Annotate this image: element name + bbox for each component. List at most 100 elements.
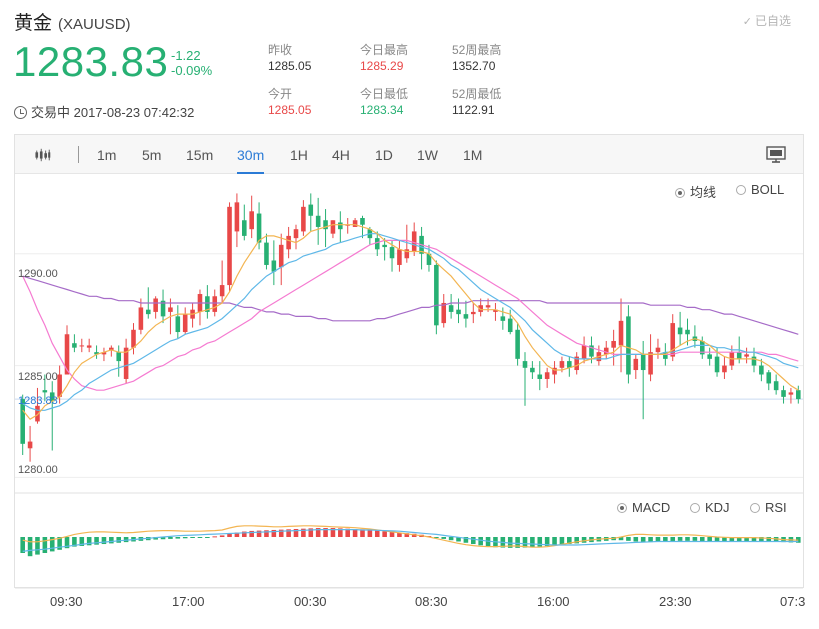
macd-bar [515, 537, 520, 548]
chart-panel: 1m 5m 15m 30m 1H 4H 1D 1W 1M [14, 134, 804, 588]
macd-bar [72, 537, 77, 547]
macd-bar [234, 532, 240, 537]
candle-body [633, 358, 639, 371]
candle-body [589, 345, 594, 357]
candle-body [94, 352, 99, 355]
candle-body [500, 316, 506, 321]
kdj-option[interactable]: KDJ [690, 500, 730, 515]
macd-label: MACD [632, 500, 671, 515]
tab-1mo[interactable]: 1M [463, 147, 483, 163]
candle-body [86, 345, 92, 348]
candle-body [271, 260, 277, 272]
candle-body [397, 249, 402, 265]
macd-bar [360, 529, 365, 537]
tab-4h[interactable]: 4H [332, 147, 350, 163]
macd-bar [626, 537, 631, 541]
macd-bar [57, 537, 62, 550]
macd-bar [485, 537, 491, 547]
candle-body [699, 340, 705, 355]
candle-body [352, 220, 358, 227]
candlestick-icon[interactable] [35, 147, 51, 163]
candle-body [101, 352, 107, 355]
macd-bar [79, 537, 85, 546]
candle-body [293, 229, 299, 239]
x-tick-label: 00:30 [294, 594, 327, 609]
x-tick-label: 16:00 [537, 594, 570, 609]
tab-1h[interactable]: 1H [290, 147, 308, 163]
candle-body [72, 343, 77, 348]
watchlist-toggle[interactable]: ✓ 已自选 [743, 12, 791, 29]
macd-bar [352, 529, 358, 537]
candle-body [234, 202, 240, 232]
candle-body [781, 390, 786, 397]
macd-bar [190, 537, 195, 538]
candle-body [744, 354, 749, 357]
macd-bar [574, 537, 579, 544]
tab-5m[interactable]: 5m [142, 147, 162, 163]
macd-bar [456, 537, 461, 542]
macd-bar [441, 537, 447, 539]
stat-value: 1283.34 [360, 103, 404, 117]
candle-body [182, 314, 188, 333]
candle-body [722, 365, 727, 373]
candle-body [57, 374, 62, 397]
macd-bar [182, 537, 188, 539]
tab-1m[interactable]: 1m [97, 147, 117, 163]
macd-bar [323, 528, 328, 537]
candle-body [160, 300, 166, 317]
candle-body [670, 323, 676, 357]
macd-bar [219, 535, 225, 537]
tab-30m[interactable]: 30m [237, 147, 265, 174]
macd-bar [249, 530, 254, 537]
candle-body [330, 220, 336, 234]
change-percent: -0.09% [171, 63, 213, 78]
macd-bar [507, 537, 513, 548]
rsi-option[interactable]: RSI [750, 500, 787, 515]
ma-label: 均线 [690, 185, 717, 200]
tab-1w[interactable]: 1W [417, 147, 438, 163]
candle-body [788, 392, 794, 395]
candle-body [640, 354, 646, 371]
boll-label: BOLL [751, 182, 785, 197]
macd-bar [714, 537, 720, 542]
macd-bar [293, 529, 299, 537]
macd-bar [374, 530, 380, 537]
macd-bar [699, 537, 705, 542]
tab-15m[interactable]: 15m [186, 147, 214, 163]
macd-bar [463, 537, 469, 543]
macd-dif-line [22, 525, 799, 548]
macd-bar [160, 537, 166, 540]
macd-bar [537, 537, 543, 547]
macd-bar [434, 537, 439, 538]
macd-bar [478, 537, 483, 546]
ma-option[interactable]: 均线 [675, 182, 716, 201]
macd-bar [86, 537, 92, 546]
macd-bar [256, 530, 262, 537]
macd-bar [655, 537, 661, 542]
candle-body [766, 372, 772, 384]
stat-label: 今开 [268, 87, 293, 101]
candle-body [478, 305, 483, 312]
candle-body [27, 441, 33, 449]
x-tick-label: 09:30 [50, 594, 83, 609]
macd-bar [692, 537, 698, 541]
boll-option[interactable]: BOLL [736, 182, 784, 197]
macd-bar [271, 529, 277, 537]
change-value: -1.22 [171, 48, 201, 63]
macd-bar [766, 537, 772, 542]
macd-option[interactable]: MACD [617, 500, 670, 515]
macd-bar [722, 537, 727, 542]
candle-body [138, 307, 144, 330]
stat-52w-low: 52周最低 1122.91 [452, 86, 501, 118]
tab-1d[interactable]: 1D [375, 147, 393, 163]
candle-body [286, 235, 291, 250]
fullscreen-icon[interactable] [766, 146, 786, 164]
y-tick-label: 1280.00 [18, 464, 58, 476]
macd-bar [205, 537, 210, 538]
stat-prev-close: 昨收 1285.05 [268, 42, 311, 74]
stat-label: 昨收 [268, 43, 293, 57]
macd-bar [168, 537, 173, 539]
candle-body [145, 309, 151, 315]
macd-bar [116, 537, 122, 543]
